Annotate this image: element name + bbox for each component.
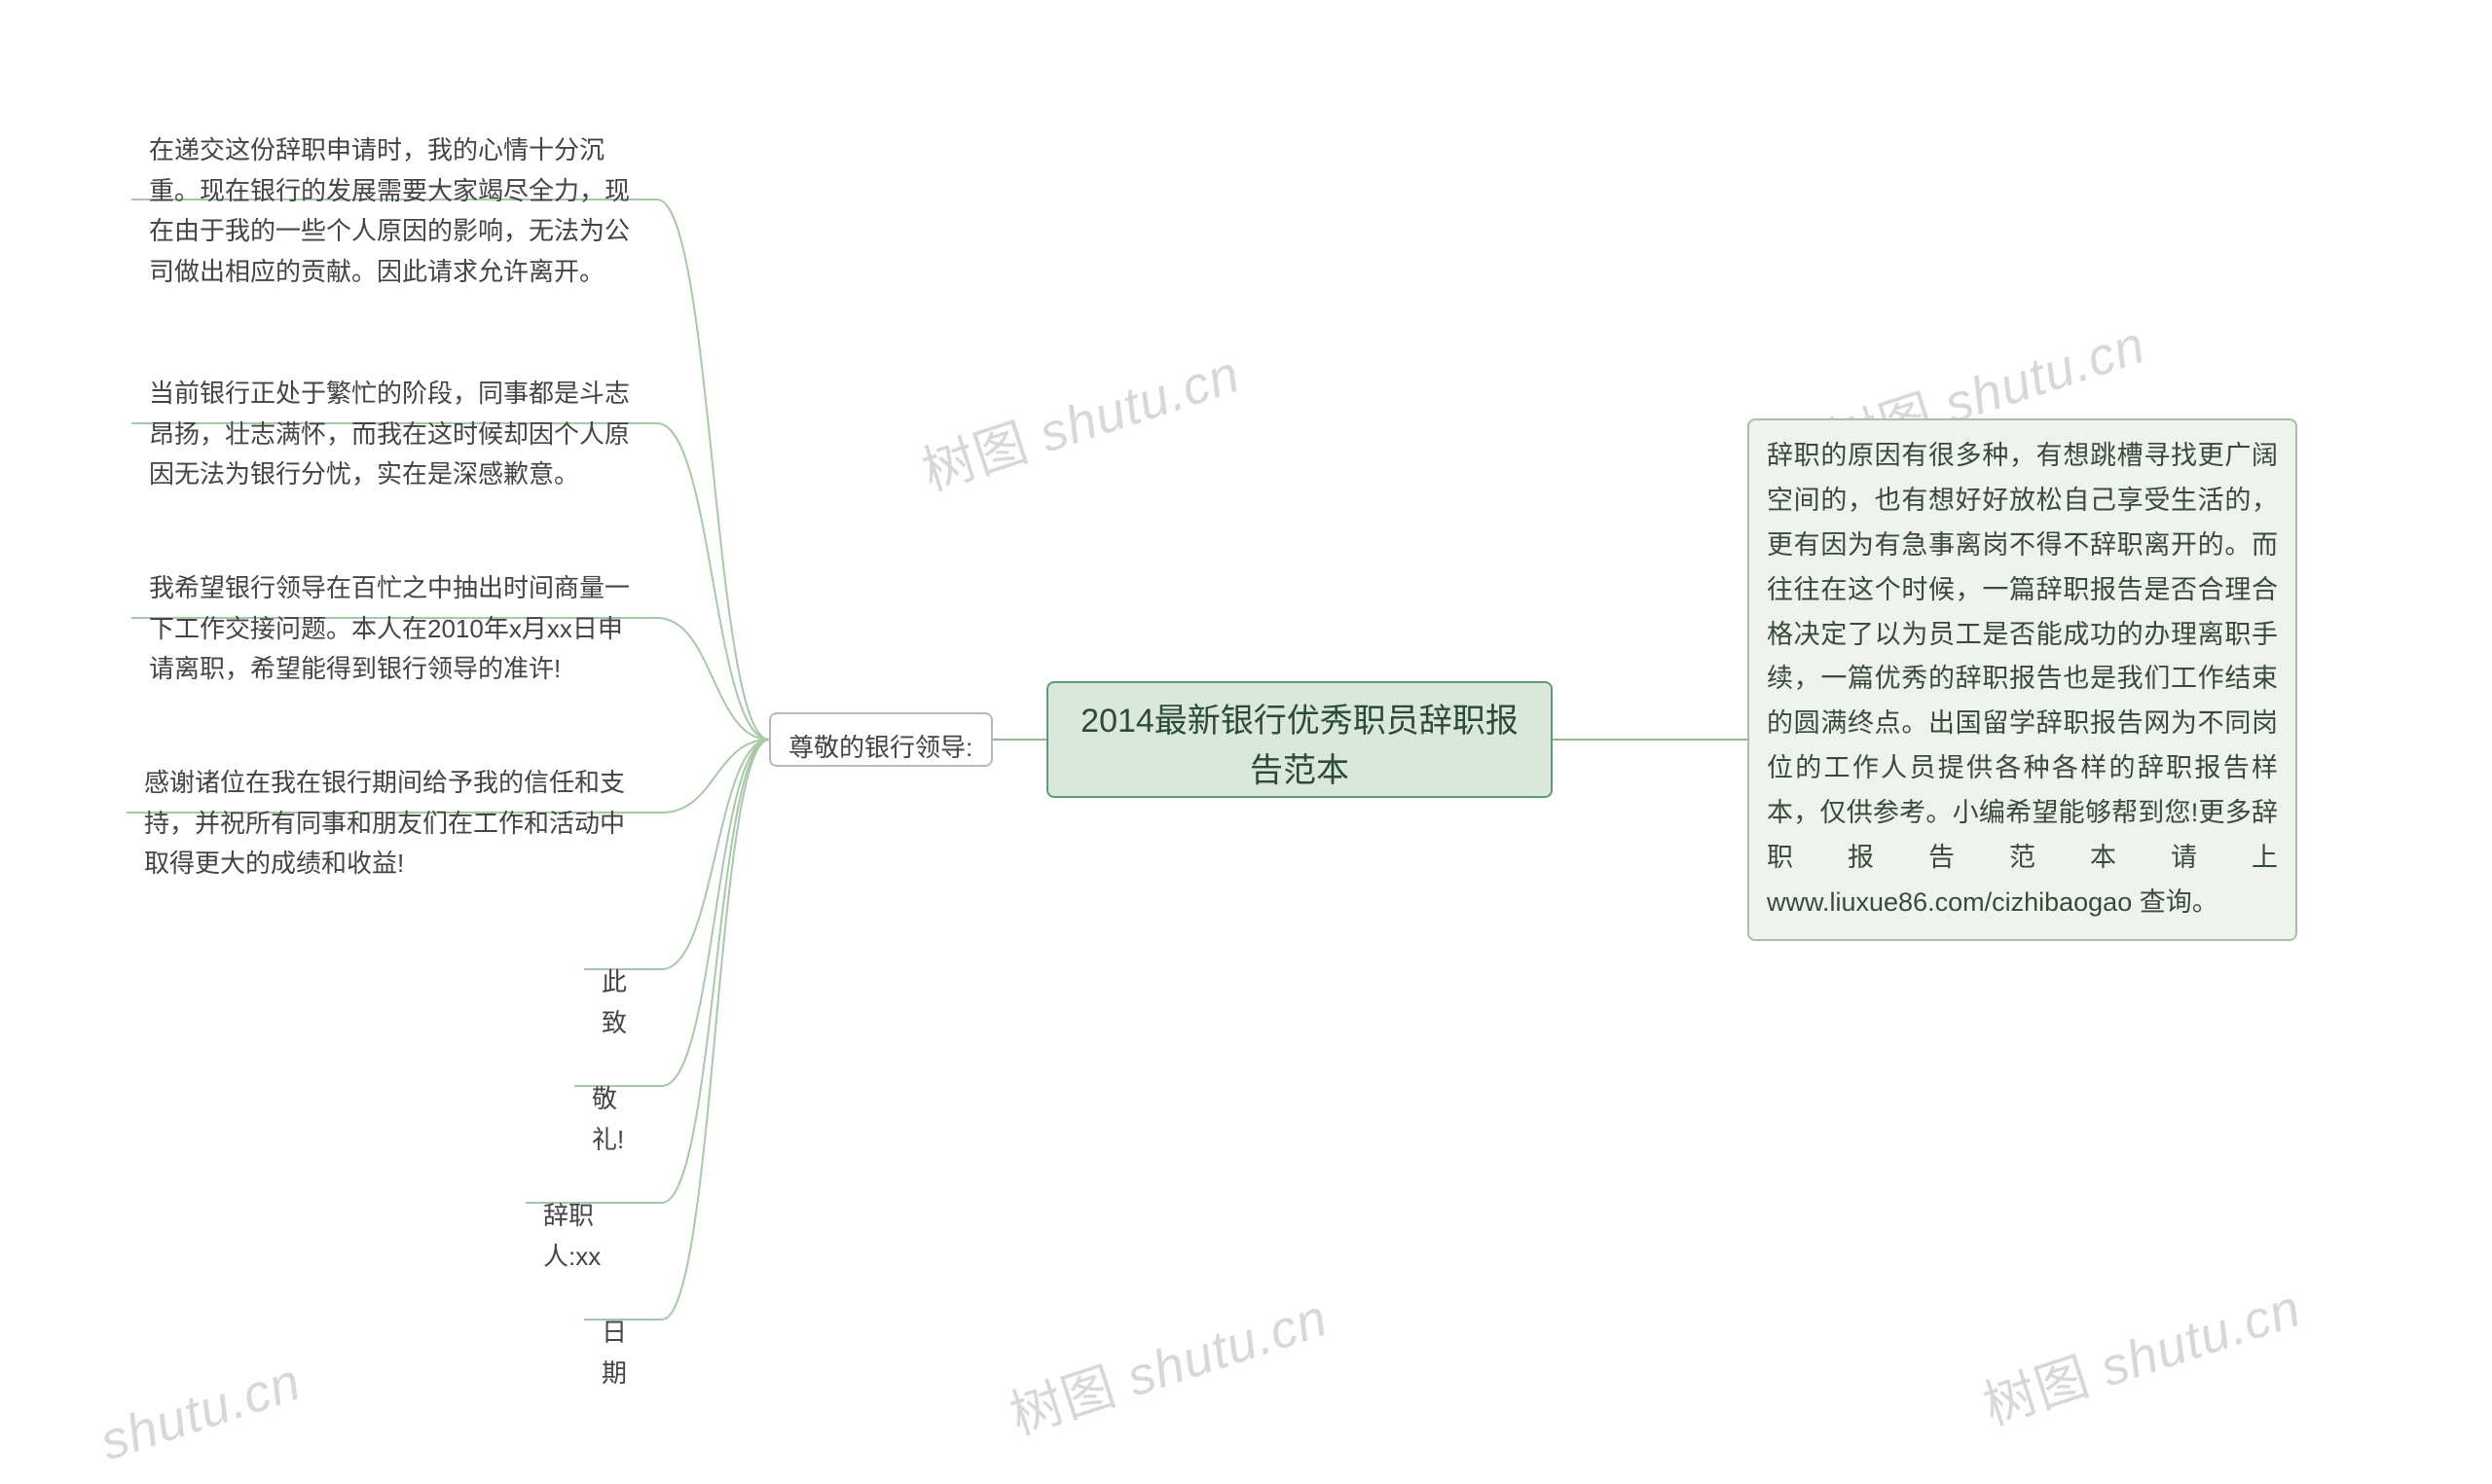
- mindmap-canvas: 树图 shutu.cn 树图 shutu.cn shutu.cn 树图 shut…: [0, 0, 2492, 1484]
- watermark: 树图 shutu.cn: [999, 1275, 1336, 1450]
- leaf-node[interactable]: 在递交这份辞职申请时，我的心情十分沉重。现在银行的发展需要大家竭尽全力，现在由于…: [131, 117, 657, 306]
- watermark: shutu.cn: [93, 1352, 309, 1473]
- left-branch-node[interactable]: 尊敬的银行领导:: [769, 712, 993, 767]
- leaf-node[interactable]: 此致: [584, 949, 662, 1057]
- leaf-text: 辞职人:xx: [543, 1201, 601, 1271]
- watermark-prefix: [93, 1416, 112, 1471]
- leaf-text: 敬礼!: [592, 1084, 624, 1154]
- leaf-text: 在递交这份辞职申请时，我的心情十分沉重。现在银行的发展需要大家竭尽全力，现在由于…: [149, 135, 630, 286]
- watermark-text: shutu.cn: [1938, 315, 2152, 435]
- watermark-text: shutu.cn: [2094, 1279, 2308, 1398]
- watermark-text: shutu.cn: [1033, 344, 1247, 464]
- watermark: 树图 shutu.cn: [911, 331, 1248, 506]
- right-description-node[interactable]: 辞职的原因有很多种，有想跳槽寻找更广阔空间的，也有想好好放松自己享受生活的，更有…: [1747, 418, 2297, 941]
- right-description-text: 辞职的原因有很多种，有想跳槽寻找更广阔空间的，也有想好好放松自己享受生活的，更有…: [1767, 441, 2278, 917]
- watermark-prefix: 树图: [916, 409, 1050, 502]
- leaf-text: 日期: [602, 1318, 627, 1388]
- leaf-node[interactable]: 辞职人:xx: [526, 1182, 662, 1290]
- leaf-text: 当前银行正处于繁忙的阶段，同事都是斗志昂扬，壮志满怀，而我在这时候却因个人原因无…: [149, 379, 630, 489]
- center-node-text: 2014最新银行优秀职员辞职报告范本: [1081, 703, 1519, 789]
- leaf-node[interactable]: 敬礼!: [574, 1066, 662, 1174]
- leaf-text: 此致: [602, 967, 627, 1037]
- leaf-text: 我希望银行领导在百忙之中抽出时间商量一下工作交接问题。本人在2010年x月xx日…: [149, 573, 630, 683]
- watermark-text: shutu.cn: [1120, 1288, 1335, 1408]
- leaf-node[interactable]: 日期: [584, 1299, 662, 1407]
- leaf-node[interactable]: 我希望银行领导在百忙之中抽出时间商量一下工作交接问题。本人在2010年x月xx日…: [131, 555, 657, 704]
- watermark: 树图 shutu.cn: [1972, 1265, 2309, 1440]
- leaf-node[interactable]: 感谢诸位在我在银行期间给予我的信任和支持，并祝所有同事和朋友们在工作和活动中取得…: [127, 749, 662, 898]
- center-node[interactable]: 2014最新银行优秀职员辞职报告范本: [1046, 681, 1553, 798]
- left-branch-text: 尊敬的银行领导:: [788, 733, 972, 762]
- watermark-prefix: 树图: [1004, 1353, 1138, 1446]
- leaf-node[interactable]: 当前银行正处于繁忙的阶段，同事都是斗志昂扬，壮志满怀，而我在这时候却因个人原因无…: [131, 360, 657, 509]
- watermark-text: shutu.cn: [93, 1353, 308, 1472]
- watermark-prefix: 树图: [1977, 1343, 2111, 1436]
- leaf-text: 感谢诸位在我在银行期间给予我的信任和支持，并祝所有同事和朋友们在工作和活动中取得…: [144, 768, 625, 878]
